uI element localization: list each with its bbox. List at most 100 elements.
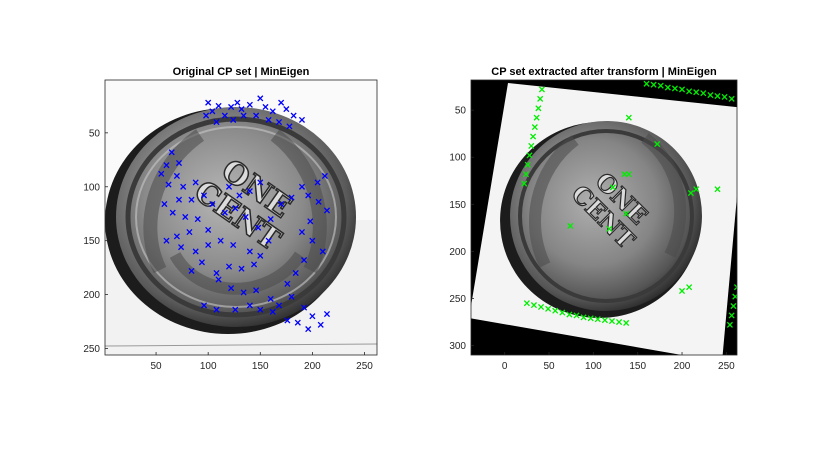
data-point: [671, 85, 678, 92]
data-point: [209, 200, 216, 208]
data-point: [601, 317, 608, 324]
data-point: [314, 179, 321, 186]
data-point: [559, 309, 566, 316]
points-transformed: [521, 80, 737, 328]
data-point: [609, 184, 616, 191]
y-tick-label: 250: [83, 344, 100, 355]
data-point: [526, 152, 533, 159]
data-point: [163, 162, 170, 169]
data-point: [205, 241, 212, 249]
data-point: [700, 90, 707, 97]
data-point: [315, 198, 322, 205]
data-point: [238, 106, 245, 113]
data-point: [728, 95, 735, 102]
data-point: [730, 302, 737, 310]
data-point: [265, 237, 272, 244]
data-point: [275, 118, 283, 126]
data-point: [538, 86, 545, 93]
data-point: [182, 213, 189, 221]
data-point: [714, 186, 721, 193]
data-point: [650, 81, 657, 88]
coin-image-original: ONE CENT: [105, 80, 377, 355]
data-point: [521, 180, 528, 187]
data-point: [305, 326, 312, 333]
data-point: [200, 302, 208, 309]
data-point: [168, 149, 175, 156]
data-point: [616, 318, 623, 326]
data-point: [643, 80, 650, 87]
x-tick-label: 50: [151, 361, 163, 372]
data-point: [323, 310, 331, 318]
y-tick-label: 200: [83, 290, 100, 301]
data-point: [319, 248, 326, 255]
data-point: [608, 318, 616, 325]
data-point: [169, 209, 176, 216]
data-point: [309, 237, 316, 244]
data-point: [262, 103, 269, 111]
data-point: [278, 99, 285, 106]
y-tick-label: 150: [83, 236, 100, 247]
data-point: [232, 205, 239, 212]
data-point: [566, 311, 573, 318]
data-point: [307, 218, 314, 225]
data-point: [298, 228, 306, 236]
data-point: [298, 183, 306, 190]
x-tick-label: 200: [674, 361, 691, 372]
data-point: [300, 304, 308, 311]
data-point: [621, 171, 628, 178]
data-point: [234, 99, 241, 106]
data-point: [523, 300, 530, 307]
data-point: [323, 207, 331, 214]
data-point: [567, 222, 574, 230]
data-point: [537, 95, 544, 102]
y-tick-label: 250: [449, 294, 466, 305]
data-point: [221, 112, 228, 119]
data-point: [265, 116, 272, 123]
data-point: [267, 295, 274, 302]
data-point: [161, 200, 168, 208]
data-point: [693, 186, 700, 193]
data-point: [209, 108, 216, 115]
data-point: [246, 101, 253, 108]
coin-image-transformed: ONE CENT: [471, 80, 737, 355]
x-tick-label: 250: [718, 361, 735, 372]
axes-box-original: [104, 79, 378, 356]
data-point: [283, 106, 290, 113]
data-point: [552, 307, 559, 314]
data-point: [198, 259, 205, 266]
data-point: [545, 305, 552, 312]
data-point: [733, 284, 737, 291]
data-point: [253, 287, 260, 294]
data-point: [192, 248, 199, 255]
data-point: [535, 105, 542, 112]
data-point: [240, 112, 247, 119]
data-point: [269, 308, 276, 315]
data-point: [232, 306, 239, 313]
data-point: [180, 183, 187, 190]
data-point: [228, 285, 235, 292]
data-point: [321, 172, 328, 180]
chart-title: Original CP set | MinEigen: [173, 66, 310, 78]
data-point: [257, 306, 264, 313]
data-point: [257, 179, 264, 186]
x-tick-label: 200: [304, 361, 321, 372]
data-point: [205, 99, 212, 106]
data-point: [205, 226, 212, 233]
data-point: [165, 181, 172, 188]
data-point: [657, 82, 664, 89]
data-point: [163, 237, 170, 244]
data-point: [173, 172, 180, 180]
data-point: [530, 133, 537, 140]
data-point: [240, 289, 247, 296]
data-point: [284, 317, 291, 324]
ticks-original: 50 100 150 200 250 50 100 150 200 250: [83, 128, 373, 372]
data-point: [294, 319, 301, 326]
data-point: [721, 93, 728, 101]
data-point: [625, 114, 632, 121]
data-point: [726, 321, 733, 328]
data-point: [522, 171, 530, 178]
data-point: [678, 86, 686, 93]
y-tick-label: 200: [449, 247, 466, 258]
data-point: [242, 213, 249, 221]
